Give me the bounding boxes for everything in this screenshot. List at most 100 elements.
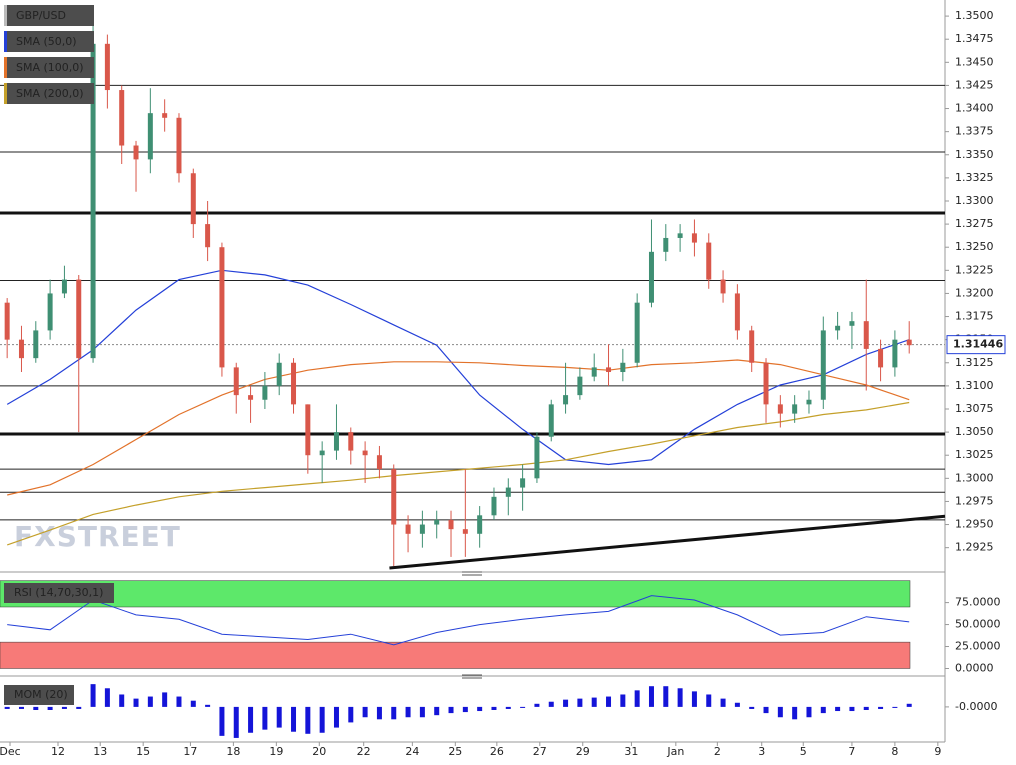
- candle-body: [548, 404, 554, 437]
- momentum-bar: [248, 706, 254, 733]
- momentum-bar: [849, 706, 855, 712]
- last-price-box: [946, 335, 1006, 355]
- candle-body: [434, 519, 440, 525]
- candle-body: [663, 237, 669, 252]
- momentum-bar: [663, 686, 669, 707]
- candle-body: [906, 339, 912, 346]
- legend-label: SMA (100,0): [16, 61, 84, 74]
- y-tick-label: 25.0000: [955, 640, 1001, 653]
- candle-body: [691, 233, 697, 243]
- drag-handle[interactable]: [462, 571, 482, 576]
- candle-body: [405, 524, 411, 534]
- y-tick-label: 1.2950: [955, 518, 994, 531]
- legend-stripe: [4, 5, 7, 26]
- candle-body: [61, 279, 67, 294]
- x-tick-label: 22: [357, 745, 371, 758]
- candle-body: [305, 404, 311, 456]
- rsi-zone: [0, 641, 911, 669]
- candle-body: [749, 330, 755, 363]
- momentum-bar: [276, 706, 282, 728]
- y-tick-label: 1.2975: [955, 494, 994, 507]
- candle-body: [333, 432, 339, 451]
- candle-body: [319, 450, 325, 456]
- candle-body: [863, 321, 869, 349]
- momentum-bar: [734, 702, 740, 707]
- y-tick-label: 1.3125: [955, 356, 994, 369]
- y-tick-label: 1.3400: [955, 102, 994, 115]
- momentum-bar: [548, 701, 554, 707]
- momentum-bar: [505, 706, 511, 709]
- candle-body: [849, 321, 855, 326]
- x-tick-label: Jan: [666, 745, 684, 758]
- momentum-bar: [291, 706, 297, 732]
- momentum-bar: [376, 706, 382, 720]
- candle-body: [248, 395, 254, 400]
- candle-body: [391, 469, 397, 525]
- momentum-bar: [763, 706, 769, 714]
- momentum-bar: [262, 706, 268, 730]
- momentum-bar: [76, 706, 82, 709]
- candle-body: [706, 242, 712, 280]
- candle-body: [777, 404, 783, 414]
- legend-label: GBP/USD: [16, 9, 66, 22]
- candle-body: [477, 515, 483, 534]
- x-tick-label: 26: [490, 745, 504, 758]
- momentum-bar: [606, 696, 612, 707]
- momentum-bar: [419, 706, 425, 718]
- candle-body: [634, 302, 640, 363]
- y-tick-label: 1.3500: [955, 9, 994, 22]
- candle-body: [835, 325, 841, 331]
- legend-box: [4, 57, 94, 78]
- candle-body: [133, 145, 139, 160]
- momentum-bar: [534, 703, 540, 707]
- sma-line: [7, 359, 910, 496]
- candle-body: [591, 367, 597, 377]
- candle-body: [763, 362, 769, 405]
- momentum-bar: [190, 700, 196, 707]
- momentum-bar: [319, 706, 325, 733]
- x-tick-label: 29: [576, 745, 590, 758]
- sma-line: [7, 401, 910, 546]
- x-tick-label: 19: [269, 745, 283, 758]
- y-tick-label: 1.3325: [955, 171, 994, 184]
- y-tick-label: 1.3275: [955, 217, 994, 230]
- drag-handle[interactable]: [462, 674, 482, 679]
- y-tick-label: 1.3025: [955, 448, 994, 461]
- y-tick-label: 1.3175: [955, 310, 994, 323]
- momentum-bar: [348, 706, 354, 723]
- candle-body: [147, 113, 153, 160]
- candle-body: [577, 376, 583, 396]
- momentum-bar: [391, 706, 397, 720]
- legend-label: SMA (50,0): [16, 35, 77, 48]
- candle-body: [491, 496, 497, 516]
- candle-body: [119, 90, 125, 146]
- momentum-bar: [820, 706, 826, 714]
- candle-body: [162, 113, 168, 118]
- y-tick-label: 1.3475: [955, 32, 994, 45]
- momentum-bar: [162, 692, 168, 707]
- legend-label: SMA (200,0): [16, 87, 84, 100]
- momentum-bar: [720, 698, 726, 707]
- momentum-bar: [133, 698, 139, 707]
- momentum-bar: [219, 706, 225, 736]
- momentum-bar: [634, 690, 640, 707]
- last-price-label: 1.31446: [953, 338, 1003, 351]
- candle-body: [878, 348, 884, 368]
- y-tick-label: 1.3250: [955, 240, 994, 253]
- x-tick-label: 3: [758, 745, 765, 758]
- candle-body: [90, 43, 96, 359]
- rsi-line: [7, 595, 910, 646]
- candle-body: [233, 367, 239, 396]
- momentum-bar: [806, 706, 812, 718]
- y-tick-label: 1.3350: [955, 148, 994, 161]
- momentum-bar: [434, 706, 440, 716]
- candle-body: [47, 293, 53, 331]
- candle-body: [720, 279, 726, 294]
- x-tick-label: 20: [312, 745, 326, 758]
- momentum-bar: [520, 706, 526, 708]
- momentum-bar: [61, 706, 67, 709]
- candle-body: [448, 519, 454, 530]
- candle-body: [376, 455, 382, 470]
